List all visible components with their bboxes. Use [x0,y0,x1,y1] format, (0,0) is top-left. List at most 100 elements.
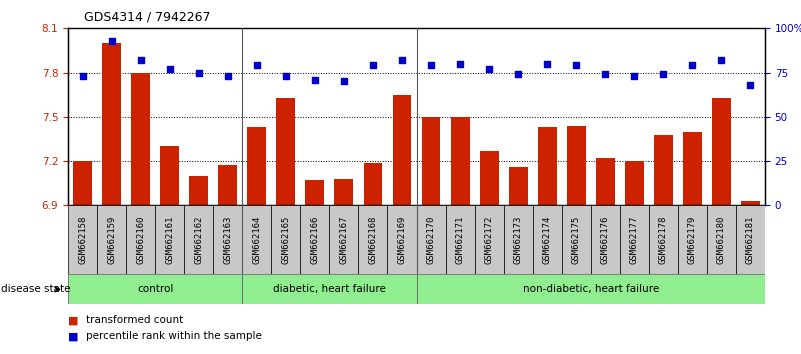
Point [453,61,466,67]
Bar [272,205,300,274]
Bar [219,166,237,205]
Text: GSM662164: GSM662164 [252,216,261,264]
Text: GSM662171: GSM662171 [456,216,465,264]
Bar [567,126,586,205]
Point [192,70,205,75]
Text: GSM662174: GSM662174 [543,216,552,264]
Bar [480,151,498,205]
Text: GSM662179: GSM662179 [688,216,697,264]
FancyBboxPatch shape [417,274,765,304]
Text: transformed count: transformed count [86,315,183,325]
Text: GSM662158: GSM662158 [78,216,87,264]
Bar [625,161,644,205]
Point [221,73,234,79]
Point [570,63,582,68]
Bar [160,146,179,205]
Point [657,72,670,77]
Point [280,73,292,79]
Text: control: control [137,284,173,295]
Bar [335,179,353,205]
Bar [155,205,184,274]
Bar [504,205,533,274]
Bar [131,73,150,205]
Bar [305,180,324,205]
Bar [213,205,242,274]
Bar [184,205,213,274]
Bar [392,95,412,205]
Bar [388,205,417,274]
Point [483,66,496,72]
Text: non-diabetic, heart failure: non-diabetic, heart failure [522,284,659,295]
Bar [509,167,528,205]
Point [76,73,89,79]
Text: diabetic, heart failure: diabetic, heart failure [273,284,386,295]
Bar [359,205,388,274]
Text: GSM662169: GSM662169 [397,216,406,264]
Bar [445,205,474,274]
Text: ■: ■ [68,331,78,341]
Bar [276,98,296,205]
Bar [620,205,649,274]
Text: GDS4314 / 7942267: GDS4314 / 7942267 [84,11,211,24]
Bar [127,205,155,274]
Bar [741,201,760,205]
Bar [68,205,97,274]
Point [628,73,641,79]
Text: GSM662172: GSM662172 [485,216,493,264]
Bar [649,205,678,274]
Bar [562,205,590,274]
Bar [537,127,557,205]
Bar [242,205,272,274]
Text: GSM662181: GSM662181 [746,216,755,264]
Bar [329,205,359,274]
Text: GSM662177: GSM662177 [630,216,638,264]
Bar [706,205,736,274]
Bar [451,117,469,205]
Point [337,79,350,84]
Text: GSM662166: GSM662166 [311,216,320,264]
Text: GSM662175: GSM662175 [572,216,581,264]
Bar [248,127,266,205]
Point [541,61,553,67]
Bar [474,205,504,274]
Text: percentile rank within the sample: percentile rank within the sample [86,331,262,341]
Text: ■: ■ [68,315,78,325]
Text: GSM662165: GSM662165 [281,216,290,264]
Bar [533,205,562,274]
Point [135,57,147,63]
FancyBboxPatch shape [242,274,417,304]
Text: GSM662180: GSM662180 [717,216,726,264]
Point [308,77,321,82]
Bar [654,135,673,205]
Point [599,72,612,77]
Text: GSM662161: GSM662161 [165,216,174,264]
Bar [678,205,706,274]
Point [367,63,380,68]
FancyBboxPatch shape [68,274,242,304]
Text: GSM662167: GSM662167 [340,216,348,264]
Point [686,63,698,68]
Text: GSM662173: GSM662173 [513,216,522,264]
Text: disease state: disease state [1,284,70,295]
Bar [73,161,92,205]
Bar [189,176,208,205]
Bar [683,132,702,205]
Text: GSM662170: GSM662170 [427,216,436,264]
Point [251,63,264,68]
Bar [712,98,731,205]
Bar [417,205,445,274]
Point [163,66,176,72]
Point [715,57,728,63]
Point [396,57,409,63]
Text: GSM662168: GSM662168 [368,216,377,264]
Text: GSM662159: GSM662159 [107,216,116,264]
Bar [300,205,329,274]
Text: GSM662160: GSM662160 [136,216,145,264]
Point [425,63,437,68]
Point [105,38,118,44]
Bar [103,43,121,205]
Bar [421,117,441,205]
Text: GSM662163: GSM662163 [223,216,232,264]
Text: GSM662176: GSM662176 [601,216,610,264]
Text: GSM662162: GSM662162 [195,216,203,264]
